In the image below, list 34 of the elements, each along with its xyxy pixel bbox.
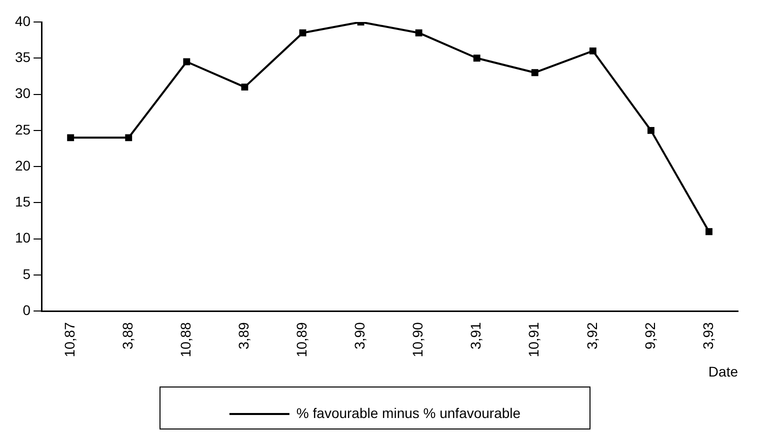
y-tick-label: 40 <box>14 12 31 29</box>
x-tick-label: 3,91 <box>468 322 484 350</box>
x-tick-label: 3,88 <box>119 322 136 350</box>
point <box>706 228 712 236</box>
point <box>473 54 480 62</box>
x-tick-label: 10,90 <box>410 322 426 358</box>
y-tick-label: 20 <box>14 157 31 174</box>
x-tick-label: 10,89 <box>294 322 310 358</box>
y-tick-label: 0 <box>22 302 31 318</box>
x-tick-label: 3,92 <box>584 322 600 350</box>
y-tick-label: 25 <box>14 121 31 138</box>
point <box>125 134 132 142</box>
x-tick-label: 9,92 <box>642 322 658 350</box>
x-tick-label: 3,89 <box>236 322 252 350</box>
point <box>67 134 74 142</box>
point <box>183 58 190 66</box>
point <box>589 47 596 54</box>
x-tick-label: 3,90 <box>352 322 368 350</box>
x-axis-title: Date <box>708 363 738 380</box>
y-tick-label: 10 <box>14 230 31 246</box>
x-tick-label: 10,87 <box>61 322 78 358</box>
point <box>531 69 538 76</box>
point <box>415 29 422 36</box>
x-tick-label: 3,93 <box>700 322 716 350</box>
y-tick-label: 30 <box>14 85 31 102</box>
x-tick-label: 10,88 <box>178 322 194 358</box>
legend-label: % favourable minus % unfavourable <box>296 404 521 421</box>
point <box>299 29 306 36</box>
point <box>647 126 654 134</box>
x-tick-label: 10,91 <box>526 322 542 358</box>
y-tick-label: 5 <box>22 266 31 282</box>
y-tick-label: 35 <box>14 49 31 66</box>
y-tick-label: 15 <box>14 194 31 210</box>
point <box>241 84 248 91</box>
